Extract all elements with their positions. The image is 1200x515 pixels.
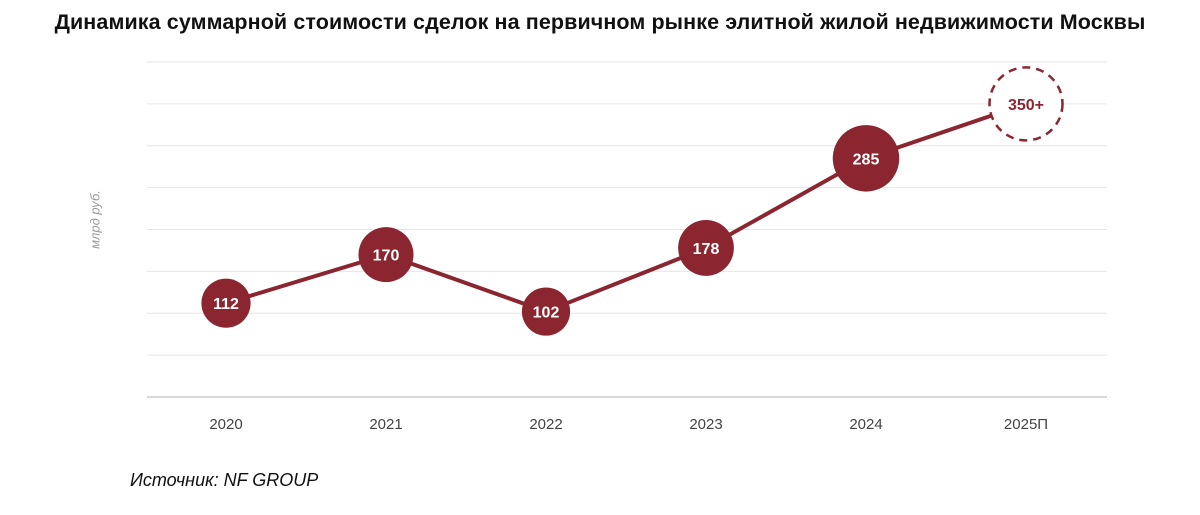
data-label: 178 xyxy=(693,241,720,258)
source-note: Источник: NF GROUP xyxy=(130,470,319,490)
data-label: 102 xyxy=(533,305,560,322)
data-label: 350+ xyxy=(1008,97,1044,114)
x-tick-label: 2020 xyxy=(209,416,242,433)
data-points: 112 170 102 178 285 350+ xyxy=(201,66,1064,336)
forecast-point-marker xyxy=(988,66,1064,142)
data-label: 285 xyxy=(853,151,880,168)
x-tick-label: 2021 xyxy=(369,416,402,433)
chart-title: Динамика суммарной стоимости сделок на п… xyxy=(54,10,1146,34)
series-segment xyxy=(224,252,388,306)
data-label: 112 xyxy=(213,296,239,313)
series-segment xyxy=(384,252,548,314)
data-label: 170 xyxy=(373,248,400,265)
data-point-marker xyxy=(832,125,900,192)
series-segment xyxy=(544,245,708,314)
data-point-marker xyxy=(201,278,251,328)
data-point-marker xyxy=(521,287,571,336)
x-tick-labels: 2020 2021 2022 2023 2024 2025П xyxy=(209,416,1048,433)
x-tick-label: 2023 xyxy=(689,416,722,433)
x-tick-label: 2022 xyxy=(529,416,562,433)
data-point-marker xyxy=(678,220,734,276)
data-point-marker xyxy=(358,227,414,283)
x-tick-label: 2024 xyxy=(849,416,882,433)
gridlines xyxy=(147,61,1107,356)
x-tick-label: 2025П xyxy=(1004,416,1048,433)
